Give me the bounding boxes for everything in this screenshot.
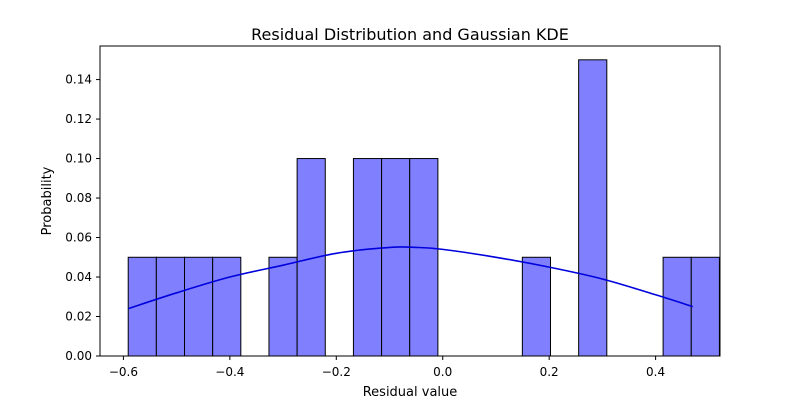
histogram-bar bbox=[662, 256, 692, 357]
y-tick-label: 0.10 bbox=[65, 152, 92, 166]
y-tick-label: 0.04 bbox=[65, 270, 92, 284]
histogram-bar bbox=[155, 256, 186, 357]
histogram-bar bbox=[268, 256, 298, 357]
x-tick-label: −0.2 bbox=[322, 365, 351, 379]
histogram-bar bbox=[381, 158, 411, 357]
histogram-bar bbox=[212, 256, 242, 357]
histogram-bar bbox=[184, 256, 214, 357]
y-tick-label: 0.12 bbox=[65, 112, 92, 126]
y-axis-label: Probability bbox=[40, 166, 55, 235]
y-tick-label: 0.14 bbox=[65, 73, 92, 87]
kde-curve-group bbox=[127, 246, 694, 310]
histogram-bar bbox=[521, 256, 551, 357]
histogram-bars bbox=[127, 59, 720, 357]
x-axis-label: Residual value bbox=[363, 385, 458, 400]
kde-line bbox=[127, 246, 694, 310]
x-tick-label: 0.0 bbox=[433, 365, 452, 379]
x-tick-label: −0.6 bbox=[109, 365, 138, 379]
histogram-bar bbox=[409, 158, 439, 357]
histogram-bar bbox=[296, 158, 326, 357]
y-tick-label: 0.08 bbox=[65, 191, 92, 205]
y-tick-label: 0.00 bbox=[65, 349, 92, 363]
x-tick-label: 0.4 bbox=[646, 365, 665, 379]
y-tick-label: 0.02 bbox=[65, 310, 92, 324]
x-axis: −0.6 −0.4 −0.2 0.0 0.2 0.4 bbox=[109, 356, 665, 379]
chart-title: Residual Distribution and Gaussian KDE bbox=[251, 25, 569, 44]
x-tick-label: 0.2 bbox=[540, 365, 559, 379]
y-axis: 0.00 0.02 0.04 0.06 0.08 0.10 0.12 0.14 bbox=[65, 73, 100, 363]
axes-frame bbox=[99, 45, 721, 357]
x-tick-label: −0.4 bbox=[215, 365, 244, 379]
histogram-bar bbox=[578, 59, 608, 357]
histogram-bar bbox=[352, 158, 383, 357]
y-tick-label: 0.06 bbox=[65, 231, 92, 245]
histogram-bar bbox=[690, 256, 720, 357]
